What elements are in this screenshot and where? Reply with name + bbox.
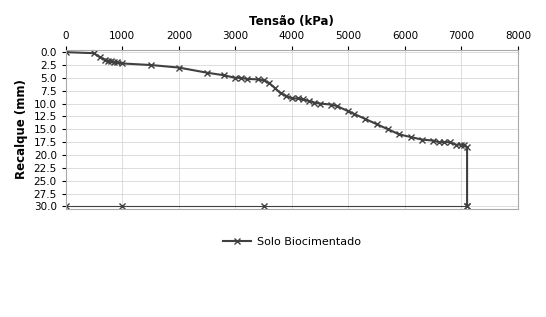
Solo Biocimentado: [396, 133, 402, 136]
Solo Biocimentado: [464, 146, 470, 149]
Solo Biocimentado: [373, 122, 380, 126]
Solo Biocimentado: [334, 104, 340, 108]
Y-axis label: Recalque (mm): Recalque (mm): [15, 79, 28, 179]
Solo Biocimentado: [294, 96, 301, 100]
Solo Biocimentado: [238, 76, 244, 80]
Solo Biocimentado: [102, 58, 109, 62]
Line: Solo Biocimentado: Solo Biocimentado: [63, 49, 470, 209]
Solo Biocimentado: [407, 135, 414, 139]
Solo Biocimentado: [311, 100, 318, 104]
Solo Biocimentado: [419, 138, 425, 141]
Solo Biocimentado: [461, 143, 467, 146]
Solo Biocimentado: [300, 98, 306, 101]
Solo Biocimentado: [458, 143, 465, 146]
Solo Biocimentado: [254, 77, 261, 81]
Solo Biocimentado: [91, 51, 97, 55]
Solo Biocimentado: [97, 55, 103, 59]
Solo Biocimentado: [111, 60, 117, 64]
Solo Biocimentado: [441, 140, 448, 144]
Solo Biocimentado: [147, 63, 154, 67]
Solo Biocimentado: [108, 60, 114, 63]
Solo Biocimentado: [362, 117, 369, 121]
Solo Biocimentado: [430, 139, 436, 142]
Solo Biocimentado: [114, 61, 120, 64]
Solo Biocimentado: [306, 99, 312, 103]
Solo Biocimentado: [453, 143, 459, 146]
Solo Biocimentado: [283, 94, 289, 98]
Solo Biocimentado: [345, 109, 352, 113]
Solo Biocimentado: [221, 74, 227, 77]
Legend: Solo Biocimentado: Solo Biocimentado: [219, 232, 365, 251]
Solo Biocimentado: [266, 81, 272, 85]
Solo Biocimentado: [436, 140, 442, 144]
Solo Biocimentado: [447, 140, 453, 144]
Solo Biocimentado: [351, 112, 357, 116]
Solo Biocimentado: [63, 50, 69, 54]
Solo Biocimentado: [277, 91, 284, 95]
Solo Biocimentado: [317, 102, 323, 106]
Solo Biocimentado: [464, 204, 470, 208]
Solo Biocimentado: [119, 61, 126, 65]
Solo Biocimentado: [244, 77, 250, 81]
Solo Biocimentado: [289, 96, 295, 100]
Solo Biocimentado: [328, 103, 335, 107]
Solo Biocimentado: [105, 59, 111, 63]
Solo Biocimentado: [232, 76, 239, 80]
X-axis label: Tensão (kPa): Tensão (kPa): [250, 15, 334, 28]
Solo Biocimentado: [385, 127, 391, 131]
Solo Biocimentado: [272, 86, 278, 90]
Solo Biocimentado: [204, 71, 210, 74]
Solo Biocimentado: [260, 79, 267, 82]
Solo Biocimentado: [176, 66, 182, 69]
